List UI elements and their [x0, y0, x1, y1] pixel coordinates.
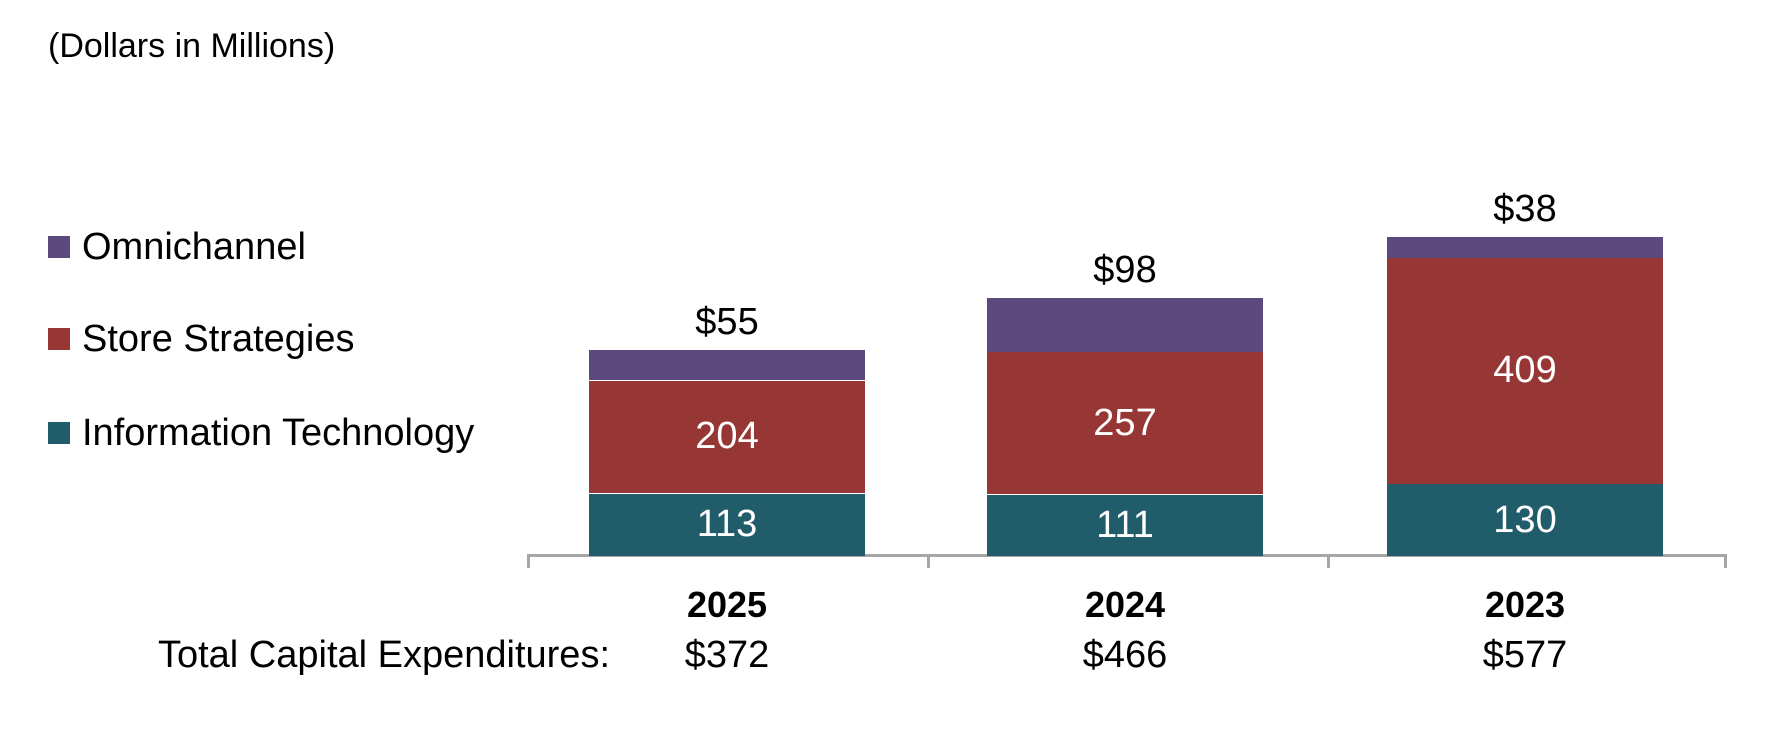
x-axis-tick	[1724, 554, 1727, 568]
bar-top-value-label: $38	[1493, 187, 1557, 230]
legend-item-label: Information Technology	[82, 412, 475, 454]
legend-item: Omnichannel	[48, 225, 306, 269]
x-axis-category-label: 2025	[686, 584, 768, 625]
legend-swatch-icon	[48, 328, 70, 350]
x-axis-tick	[527, 554, 530, 568]
bar-segment-label: 111	[1096, 503, 1154, 546]
legend-item-label: Store Strategies	[82, 318, 355, 360]
totals-row-label: Total Capital Expenditures:	[157, 634, 610, 676]
bar-segment: 409	[1387, 257, 1663, 485]
bar-segment-label: 257	[1093, 401, 1157, 444]
legend-item: Information Technology	[48, 411, 474, 455]
bar-top-value-label: $98	[1093, 249, 1157, 292]
bar-segment: 257	[987, 352, 1263, 495]
total-capital-expenditure-value: $577	[1482, 634, 1568, 676]
bar-segment	[589, 350, 865, 381]
bar-segment	[987, 298, 1263, 353]
bar-segment-label: 113	[696, 503, 758, 546]
bar-segment	[1387, 236, 1663, 258]
bar-segment: 130	[1387, 484, 1663, 556]
x-axis-category-label: 2024	[1084, 584, 1166, 625]
x-axis-tick	[1327, 554, 1330, 568]
bar-top-value-label: $55	[695, 301, 759, 344]
legend-swatch-icon	[48, 236, 70, 258]
chart-title: (Dollars in Millions)	[48, 27, 336, 65]
bar-segment: 204	[589, 380, 865, 494]
bar-segment: 113	[589, 493, 865, 556]
legend-item: Store Strategies	[48, 317, 354, 361]
bar-segment-label: 409	[1493, 349, 1557, 392]
x-axis-tick	[927, 554, 930, 568]
bar-segment: 111	[987, 494, 1263, 556]
bar-segment-label: 130	[1493, 498, 1557, 541]
legend-swatch-icon	[48, 422, 70, 444]
total-capital-expenditure-value: $372	[684, 634, 770, 676]
legend-item-label: Omnichannel	[82, 226, 306, 268]
total-capital-expenditure-value: $466	[1082, 634, 1168, 676]
bar-segment-label: 204	[695, 415, 759, 458]
x-axis-category-label: 2023	[1484, 584, 1566, 625]
